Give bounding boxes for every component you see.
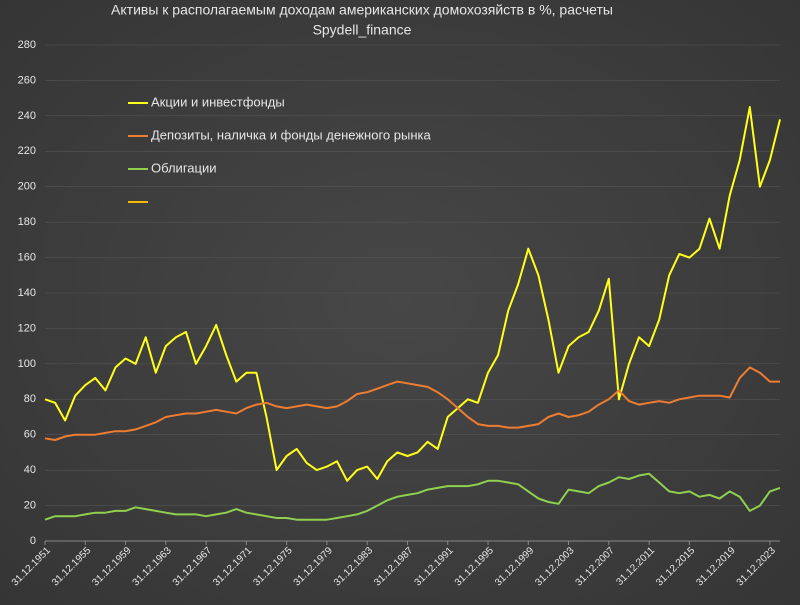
chart-subtitle: Spydell_finance <box>313 22 412 38</box>
x-tick-label: 31.12.1995 <box>453 545 496 588</box>
x-tick-label: 31.12.1975 <box>251 545 294 588</box>
y-tick-label: 280 <box>18 39 36 51</box>
y-tick-label: 60 <box>24 429 36 441</box>
x-tick-label: 31.12.1951 <box>10 545 53 588</box>
x-tick-label: 31.12.1967 <box>171 545 214 588</box>
x-tick-label: 31.12.1971 <box>211 545 254 588</box>
series-line <box>44 366 780 441</box>
y-tick-label: 120 <box>18 322 36 334</box>
y-tick-label: 260 <box>18 74 36 86</box>
y-tick-label: 240 <box>18 110 36 122</box>
y-tick-label: 200 <box>18 181 36 193</box>
x-tick-label: 31.12.2011 <box>614 545 657 588</box>
legend-label: Депозиты, наличка и фонды денежного рынк… <box>151 127 431 142</box>
x-tick-label: 31.12.2015 <box>654 545 697 588</box>
x-tick-label: 31.12.1999 <box>493 545 536 588</box>
y-tick-label: 160 <box>18 251 36 263</box>
y-tick-label: 140 <box>18 287 36 299</box>
x-tick-label: 31.12.2003 <box>533 545 576 588</box>
legend-label: Облигации <box>151 160 216 175</box>
y-tick-label: 0 <box>30 535 36 547</box>
x-tick-label: 31.12.2007 <box>574 545 617 588</box>
series-line <box>44 106 781 482</box>
x-tick-label: 31.12.2019 <box>694 545 737 588</box>
y-tick-label: 80 <box>24 393 36 405</box>
series-line <box>44 472 781 521</box>
x-tick-label: 31.12.1987 <box>372 545 415 588</box>
x-tick-label: 31.12.1959 <box>90 545 133 588</box>
legend-label: Акции и инвестфонды <box>151 94 285 109</box>
y-tick-label: 100 <box>18 358 36 370</box>
x-tick-label: 31.12.1955 <box>50 545 93 588</box>
y-tick-label: 180 <box>18 216 36 228</box>
x-tick-label: 31.12.1979 <box>292 545 335 588</box>
x-tick-label: 31.12.1983 <box>332 545 375 588</box>
x-tick-label: 31.12.1991 <box>413 545 456 588</box>
chart-title: Активы к располагаемым доходам американс… <box>111 2 613 18</box>
x-tick-label: 31.12.1963 <box>131 545 174 588</box>
y-tick-label: 220 <box>18 145 36 157</box>
x-tick-label: 31.12.2023 <box>735 545 778 588</box>
y-tick-label: 20 <box>24 499 36 511</box>
y-tick-label: 40 <box>24 464 36 476</box>
